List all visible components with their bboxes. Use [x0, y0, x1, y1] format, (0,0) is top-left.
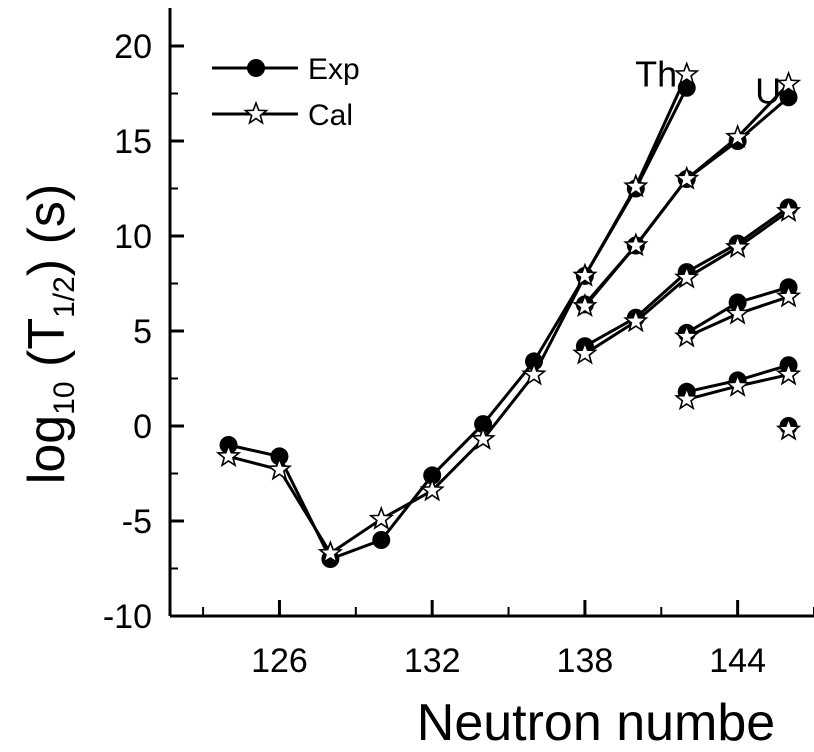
x-axis-title: Neutron numbe [417, 694, 775, 752]
cal-point [674, 264, 700, 289]
cal-point [623, 173, 649, 198]
exp-point [372, 531, 391, 549]
series-6 [775, 416, 802, 441]
cal-point [775, 283, 802, 308]
y-axis-title-sub1: 10 [48, 381, 81, 414]
cal-point [724, 123, 751, 148]
x-tick-label: 138 [557, 642, 614, 680]
y-tick-label: 20 [114, 28, 152, 66]
cal-point [623, 232, 649, 257]
cal-point [317, 540, 344, 565]
cal-point [674, 165, 700, 190]
exp-point [270, 447, 289, 466]
y-tick-label: 10 [114, 218, 152, 256]
exp-point [677, 78, 696, 97]
cal-point [775, 198, 802, 223]
cal-point [674, 323, 700, 348]
series-4 [674, 278, 802, 348]
legend-label: Exp [308, 53, 360, 86]
legend-star-marker [243, 100, 269, 125]
cal-point [572, 262, 598, 287]
y-axis-title-mid: (T [18, 318, 76, 382]
series-3 [572, 198, 802, 365]
x-tick-label: 144 [709, 642, 766, 680]
legend-entry-cal: Cal [212, 99, 353, 132]
cal-point [521, 361, 547, 386]
cal-point [215, 443, 242, 468]
exp-line-1 [228, 87, 689, 561]
annotation-th: Th [635, 54, 677, 95]
annotations: Th U [635, 54, 781, 112]
cal-point [419, 477, 445, 502]
series-1 [215, 61, 700, 568]
cal-point [623, 308, 649, 333]
cal-point [775, 361, 802, 386]
legend-entry-exp: Exp [212, 53, 360, 86]
y-tick-label: 15 [114, 123, 152, 161]
y-tick-label: 5 [133, 313, 152, 351]
y-axis-title-tail: ) (s) [18, 184, 76, 276]
axes: -10 -5 0 5 10 15 20 126 132 138 144 [103, 8, 814, 680]
cal-point [674, 61, 700, 86]
exp-point [423, 466, 442, 485]
cal-point [775, 416, 802, 441]
cal-point [724, 372, 751, 397]
exp-point [779, 88, 798, 107]
cal-point [470, 425, 496, 451]
legend: Exp Cal [212, 53, 360, 132]
cal-point [368, 505, 394, 530]
series-5 [674, 356, 802, 411]
cal-point [674, 386, 700, 411]
cal-point [572, 340, 598, 365]
y-axis-title-sub2: 1/2 [48, 276, 81, 318]
series-2 [572, 70, 802, 318]
cal-point [775, 70, 802, 95]
y-tick-label: -5 [122, 503, 152, 541]
y-axis-title: log10 (T1/2) (s) [18, 184, 81, 484]
annotation-u: U [755, 71, 781, 112]
y-axis-title-base: log [18, 415, 76, 484]
y-tick-label: -10 [103, 598, 152, 636]
cal-point [572, 292, 598, 318]
cal-point [266, 456, 293, 481]
exp-point [474, 415, 493, 434]
cal-point [724, 300, 751, 325]
cal-point [724, 234, 751, 259]
cal-line-1 [228, 73, 689, 556]
x-tick-label: 126 [251, 642, 308, 680]
plot-area [215, 61, 802, 568]
y-tick-label: 0 [133, 408, 152, 446]
legend-label: Cal [308, 99, 353, 132]
legend-circle-marker [247, 59, 265, 77]
x-tick-label: 132 [404, 642, 461, 680]
